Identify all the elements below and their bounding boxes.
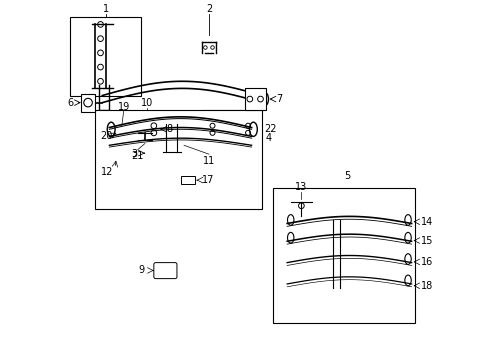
Text: 21: 21 xyxy=(131,150,144,161)
Text: 8: 8 xyxy=(166,124,172,134)
FancyBboxPatch shape xyxy=(202,110,258,145)
FancyBboxPatch shape xyxy=(244,89,265,110)
Text: 10: 10 xyxy=(141,98,153,108)
FancyBboxPatch shape xyxy=(70,17,141,95)
Text: 18: 18 xyxy=(420,281,432,291)
Text: 9: 9 xyxy=(139,265,144,275)
Text: 5: 5 xyxy=(344,171,350,181)
FancyBboxPatch shape xyxy=(154,262,177,279)
Text: 2: 2 xyxy=(205,4,212,14)
FancyBboxPatch shape xyxy=(180,176,194,184)
Text: 19: 19 xyxy=(117,102,129,112)
FancyBboxPatch shape xyxy=(95,110,262,209)
Text: 11: 11 xyxy=(203,156,215,166)
Text: 16: 16 xyxy=(420,257,432,267)
Text: 17: 17 xyxy=(202,175,214,185)
Text: 20: 20 xyxy=(101,131,113,141)
Text: 22: 22 xyxy=(264,124,276,134)
Text: 15: 15 xyxy=(420,235,432,246)
Text: 13: 13 xyxy=(295,181,307,192)
Text: 3: 3 xyxy=(131,149,138,159)
FancyBboxPatch shape xyxy=(81,94,95,112)
Text: 14: 14 xyxy=(420,217,432,227)
Text: 4: 4 xyxy=(265,133,271,143)
Text: 1: 1 xyxy=(102,4,109,14)
FancyBboxPatch shape xyxy=(272,188,414,323)
Text: 7: 7 xyxy=(276,94,282,104)
Text: 6: 6 xyxy=(67,98,74,108)
Text: 12: 12 xyxy=(101,167,113,177)
